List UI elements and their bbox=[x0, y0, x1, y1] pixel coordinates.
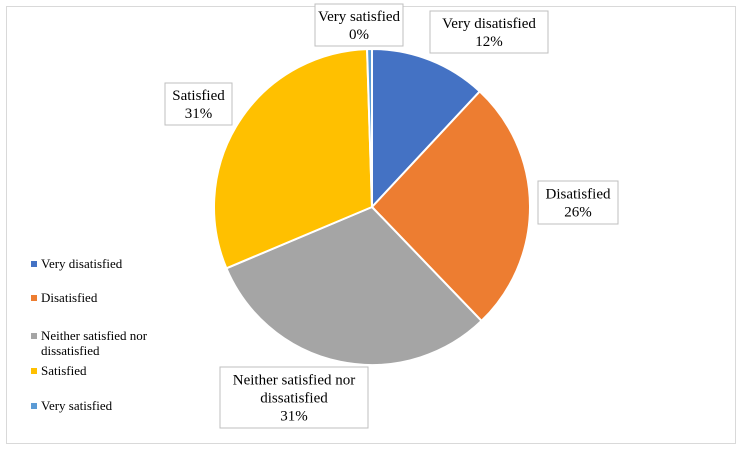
pie-slice-1 bbox=[370, 90, 531, 323]
data-label-box bbox=[314, 3, 404, 47]
data-label-0: Very disatisfied 12% bbox=[429, 10, 549, 54]
legend-item-4: Very satisfied bbox=[31, 398, 113, 413]
legend-swatch bbox=[31, 368, 37, 374]
legend-label: Disatisfied bbox=[41, 290, 98, 305]
data-label-1: Disatisfied 26% bbox=[537, 180, 619, 225]
legend-swatch bbox=[31, 295, 37, 301]
data-label-box bbox=[537, 180, 619, 225]
pie-slice-0 bbox=[371, 47, 482, 210]
data-label-text: Very satisfied bbox=[318, 9, 401, 25]
legend-swatch bbox=[31, 333, 37, 339]
data-label-text: 31% bbox=[185, 106, 213, 122]
legend-label: Very satisfied bbox=[41, 398, 113, 413]
pie-slice-4 bbox=[366, 47, 373, 208]
legend-label: Neither satisfied nor dissatisfied bbox=[41, 328, 148, 358]
legend-swatch bbox=[31, 403, 37, 409]
data-label-box bbox=[164, 82, 233, 126]
legend-swatch bbox=[31, 261, 37, 267]
legend-item-1: Disatisfied bbox=[31, 290, 98, 305]
data-label-text: Disatisfied bbox=[546, 187, 611, 203]
data-label-box bbox=[429, 10, 549, 54]
legend-label: Very disatisfied bbox=[41, 256, 123, 271]
data-label-text: 26% bbox=[564, 205, 592, 221]
pie-slice-2 bbox=[225, 205, 483, 366]
data-label-text: Very disatisfied bbox=[442, 16, 536, 32]
legend-item-0: Very disatisfied bbox=[31, 256, 123, 271]
data-label-3: Satisfied 31% bbox=[164, 82, 233, 126]
data-label-box bbox=[219, 366, 369, 429]
data-label-text: Neither satisfied nor bbox=[233, 373, 355, 389]
legend-item-3: Satisfied bbox=[31, 363, 87, 378]
data-label-text: 0% bbox=[349, 27, 369, 43]
data-label-text: Satisfied bbox=[172, 88, 225, 104]
data-label-4: Very satisfied 0% bbox=[314, 3, 404, 47]
pie-slice-3 bbox=[213, 48, 374, 270]
data-label-text: 12% bbox=[475, 34, 503, 50]
legend-item-2: Neither satisfied nor dissatisfied bbox=[31, 328, 148, 358]
data-label-text: 31% bbox=[280, 409, 308, 425]
legend-label: Satisfied bbox=[41, 363, 87, 378]
data-label-2: Neither satisfied nor dissatisfied 31% bbox=[219, 366, 369, 429]
data-label-text: dissatisfied bbox=[260, 391, 328, 407]
